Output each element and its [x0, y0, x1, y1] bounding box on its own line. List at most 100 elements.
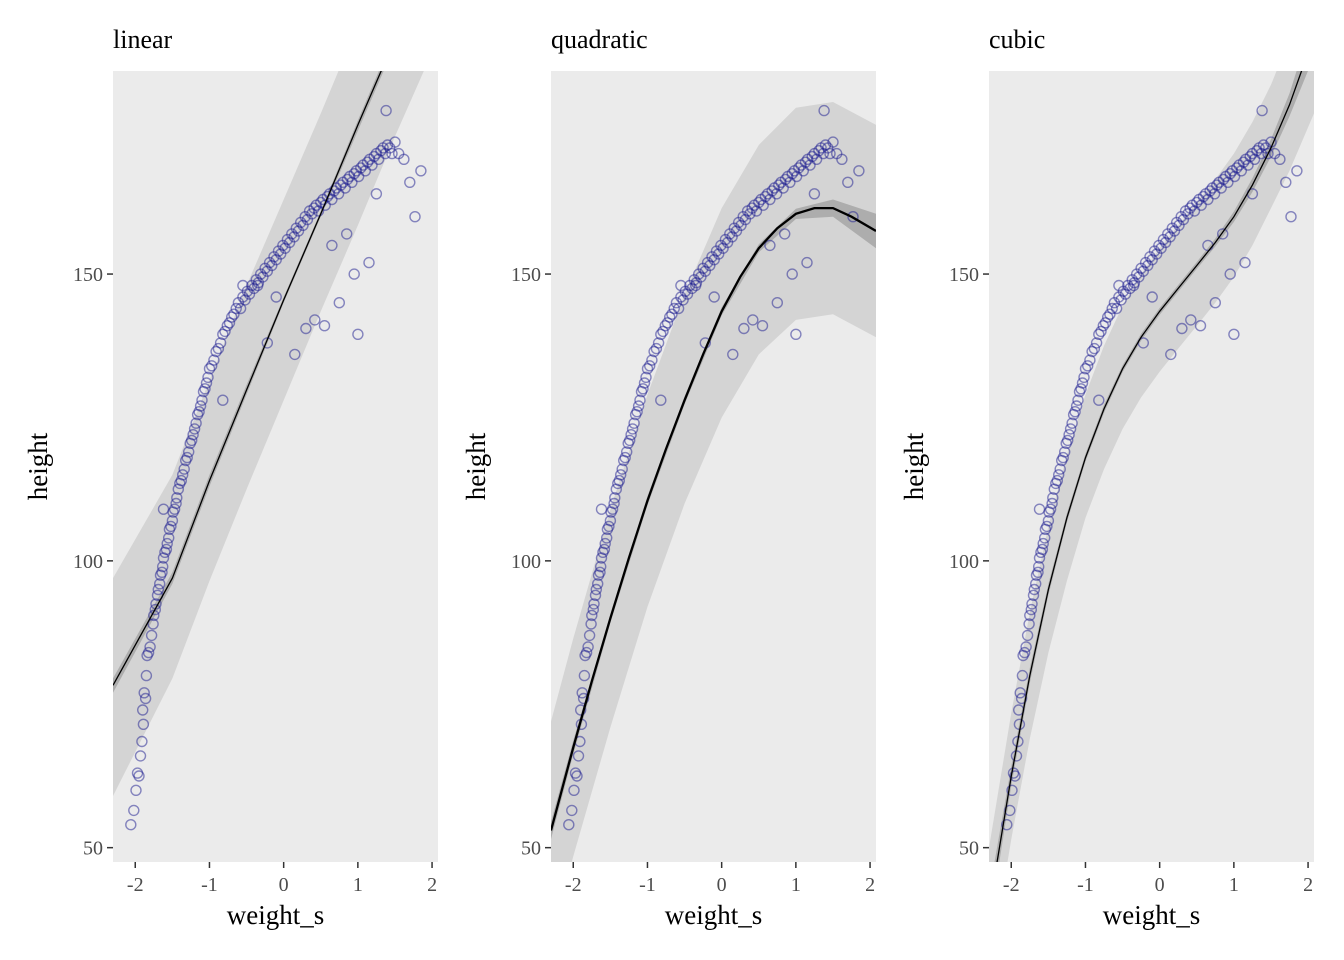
data-point [836, 153, 848, 166]
data-point [606, 503, 619, 515]
x-tick-label: 1 [353, 874, 363, 896]
data-point [1028, 583, 1041, 596]
data-point [756, 320, 769, 332]
data-point [619, 451, 631, 464]
data-point [134, 750, 147, 762]
data-point [1195, 199, 1207, 211]
data-point [764, 239, 776, 252]
data-point [650, 342, 663, 355]
data-point [1076, 377, 1089, 389]
data-point [842, 176, 854, 189]
y-axis-label: height [23, 432, 53, 500]
data-point [1072, 394, 1084, 406]
data-point [359, 165, 371, 177]
x-tick-label: 1 [1229, 874, 1239, 896]
data-point [348, 268, 360, 280]
data-point [601, 532, 613, 544]
panel-background [113, 71, 438, 862]
data-point [655, 328, 667, 340]
data-point [1046, 497, 1058, 510]
data-point [1047, 492, 1059, 504]
data-point [578, 669, 591, 682]
data-point [1216, 228, 1229, 240]
data-point [1018, 646, 1031, 659]
data-point [1027, 589, 1040, 601]
data-point [808, 188, 821, 200]
x-tick-label: 0 [717, 874, 727, 896]
data-point [341, 228, 353, 240]
data-point [1032, 560, 1045, 573]
data-point [1044, 503, 1057, 515]
data-point [1029, 578, 1042, 590]
data-point [318, 320, 331, 332]
data-point [1088, 342, 1101, 355]
data-point [563, 819, 575, 831]
data-point [252, 279, 264, 292]
data-point [577, 692, 590, 705]
data-point [1023, 618, 1035, 630]
y-tick-label: 50 [521, 838, 541, 860]
data-point [133, 770, 145, 782]
data-point [319, 199, 331, 211]
data-point [1084, 354, 1096, 366]
data-point [1014, 687, 1026, 699]
data-point [217, 328, 229, 340]
data-point [1012, 735, 1024, 748]
data-point [1006, 784, 1018, 796]
data-point [599, 537, 611, 550]
panel-title: linear [113, 25, 173, 54]
data-point [615, 469, 627, 481]
data-point [664, 311, 676, 323]
data-point [1016, 669, 1029, 682]
data-point [194, 400, 207, 412]
data-point [389, 136, 401, 148]
data-point [604, 515, 617, 527]
data-point [289, 348, 301, 361]
data-point [1057, 451, 1069, 464]
data-point [1188, 205, 1201, 217]
data-points [563, 104, 865, 831]
data-point [170, 497, 182, 510]
data-point [1209, 297, 1222, 309]
data-point [571, 770, 583, 782]
data-point [589, 589, 602, 601]
data-point [644, 360, 656, 372]
y-axis-label: height [899, 432, 929, 500]
data-point [152, 583, 165, 596]
data-point [1262, 147, 1274, 160]
data-point [637, 383, 649, 395]
y-tick-label: 50 [83, 838, 103, 860]
panel-2: 50 100 150 -2 -1 0 1 2 quadratic weight_s height [461, 25, 876, 930]
data-point [1093, 394, 1105, 406]
data-point [161, 537, 173, 550]
data-point [595, 560, 607, 573]
data-point [1235, 165, 1248, 177]
y-axis-label: height [461, 432, 491, 500]
x-axis-label: weight_s [665, 900, 763, 930]
data-point [1280, 176, 1292, 189]
fit-line [113, 71, 382, 686]
data-points [125, 104, 427, 831]
prediction-interval-band [551, 102, 876, 862]
data-point [366, 159, 378, 171]
data-point [621, 446, 633, 458]
x-tick-label: 0 [279, 874, 289, 896]
data-point [142, 646, 155, 659]
data-point [1285, 210, 1297, 223]
data-point [1101, 311, 1114, 323]
data-point [786, 268, 798, 280]
data-point [125, 819, 137, 831]
data-point [810, 153, 823, 166]
x-tick-label: 0 [1155, 874, 1165, 896]
data-point [1004, 804, 1016, 817]
y-tick-label: 100 [73, 551, 103, 573]
data-point [666, 308, 678, 320]
data-point [228, 308, 240, 320]
prediction-interval-band [989, 71, 1314, 862]
data-point [1021, 629, 1034, 642]
data-point [595, 503, 608, 515]
data-point [1291, 165, 1303, 177]
x-tick-label: -1 [201, 874, 218, 896]
data-point [1113, 279, 1125, 292]
data-point [404, 176, 416, 189]
